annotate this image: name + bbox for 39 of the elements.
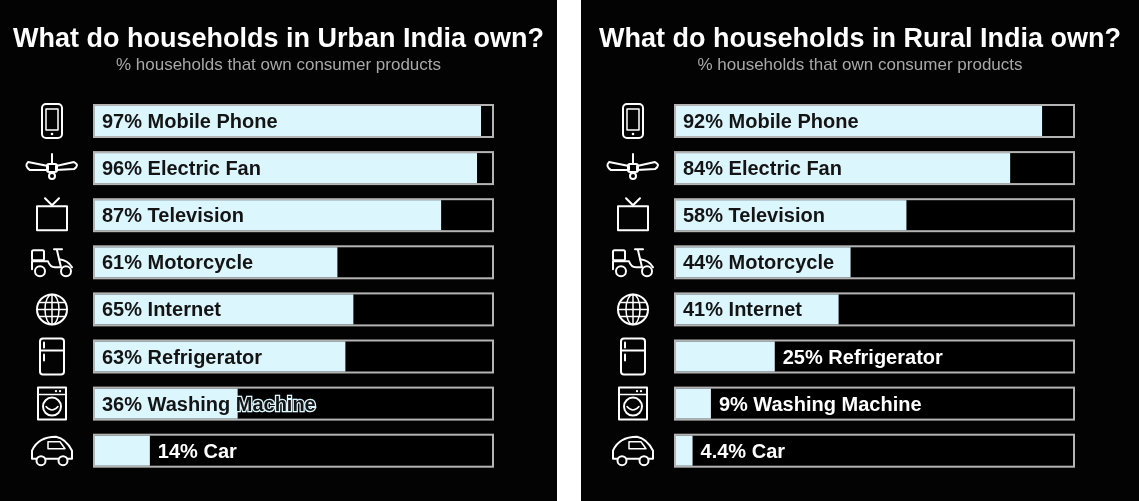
data-label: 41% [683, 298, 724, 321]
data-label: 4.4% [700, 439, 747, 462]
y-tick-label: Motorcycle [147, 251, 254, 274]
chart-title: What do households in Urban India own? [13, 23, 544, 53]
data-label: 44% [683, 251, 724, 274]
bar [676, 341, 775, 372]
y-tick-label: Internet [728, 298, 803, 321]
data-label: 36% [102, 392, 143, 415]
data-label: 96% [102, 157, 143, 180]
y-tick-label: Electric Fan [728, 157, 842, 180]
y-tick-label: Car [203, 439, 238, 462]
chart-subtitle: % households that own consumer products [697, 55, 1023, 74]
data-label: 61% [102, 251, 143, 274]
data-label: 84% [683, 157, 724, 180]
y-tick-label: Television [728, 204, 825, 227]
data-label: 92% [683, 110, 724, 132]
data-label: 14% [157, 439, 199, 462]
bar [676, 435, 693, 466]
data-label: 87% [102, 204, 143, 227]
chart-subtitle: % households that own consumer products [115, 55, 442, 74]
bar [676, 388, 711, 419]
y-tick-label: Motorcycle [728, 251, 835, 274]
y-tick-label: Refrigerator [828, 345, 944, 368]
data-label: 63% [102, 345, 143, 368]
data-label: 97% [102, 110, 143, 132]
y-tick-label: Electric Fan [147, 157, 261, 180]
y-tick-label: Refrigerator [147, 345, 263, 368]
bar [95, 435, 150, 466]
y-tick-label: Car [751, 439, 786, 462]
data-label: 58% [683, 204, 724, 227]
y-tick-label: Television [147, 204, 244, 227]
y-tick-label: Mobile Phone [147, 110, 278, 132]
data-label: 25% [782, 345, 823, 368]
data-label: 9% [718, 392, 749, 415]
y-tick-label: Mobile Phone [728, 110, 859, 132]
y-tick-label: Washing Machine [753, 392, 922, 415]
y-tick-label: Internet [147, 298, 222, 321]
chart-title: What do households in Rural India own? [599, 23, 1121, 53]
data-label: 65% [102, 298, 143, 321]
